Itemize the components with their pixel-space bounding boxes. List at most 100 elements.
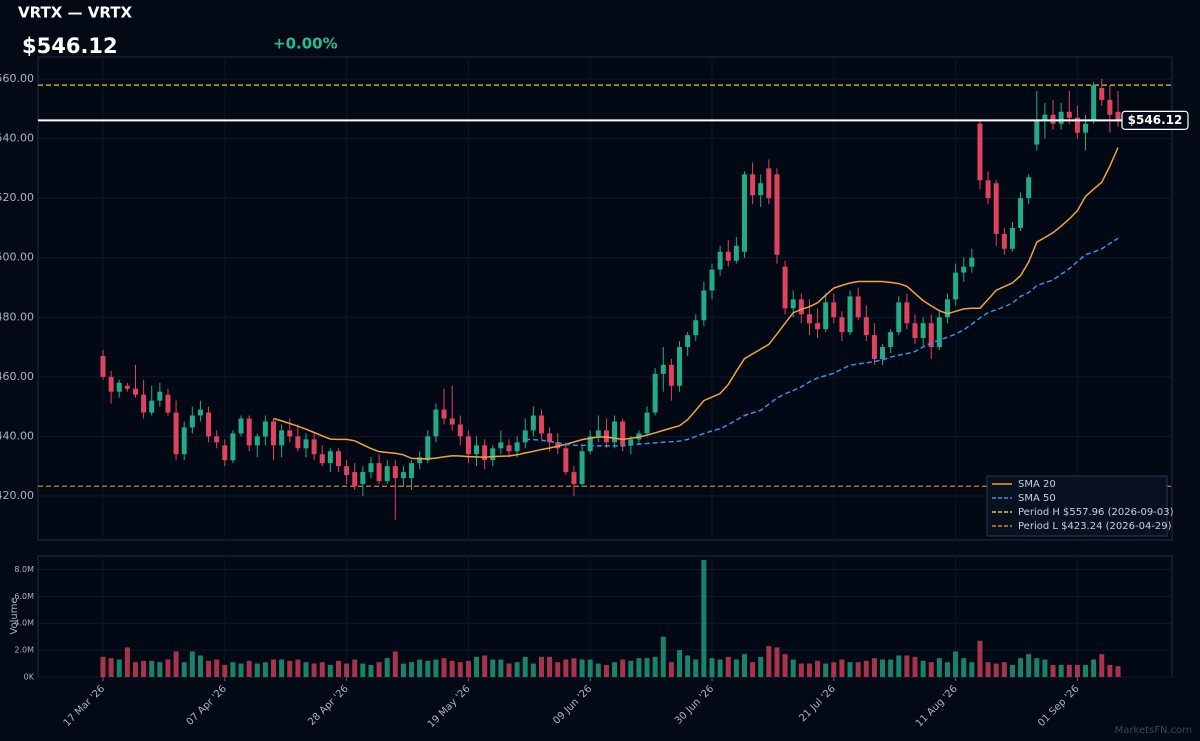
volume-bar	[912, 656, 918, 677]
volume-bar	[360, 663, 366, 677]
change: +0.00%	[273, 35, 338, 53]
y-tick-label: 560.00	[0, 72, 34, 85]
candle-body	[197, 409, 203, 416]
volume-bar	[701, 560, 707, 677]
volume-bar	[530, 663, 536, 677]
volume-bar	[1083, 664, 1089, 677]
last-price-label: $546.12	[1128, 113, 1183, 127]
volume-bar	[871, 658, 877, 677]
volume-bar	[1050, 664, 1056, 677]
candle-body	[782, 266, 788, 309]
volume-bar	[709, 658, 715, 677]
volume-bar	[563, 659, 569, 677]
volume-bar	[790, 659, 796, 677]
volume-bar	[246, 660, 252, 677]
candle-body	[530, 415, 536, 431]
candle-body	[327, 451, 333, 464]
volume-bar	[928, 662, 934, 677]
candle-body	[660, 364, 666, 374]
candle-body	[798, 299, 804, 315]
candle-body	[1018, 198, 1024, 228]
price: $546.12	[22, 34, 118, 58]
volume-bar	[287, 660, 293, 677]
volume-bar	[571, 658, 577, 677]
volume-bar	[668, 662, 674, 677]
volume-bar	[677, 650, 683, 677]
volume-bar	[1099, 654, 1105, 677]
volume-bar	[538, 656, 544, 677]
candle-body	[1034, 120, 1040, 145]
candle-body	[482, 445, 488, 461]
volume-bar	[100, 656, 106, 677]
volume-bar	[685, 655, 691, 677]
volume-bar	[953, 651, 959, 677]
volume-bar	[758, 656, 764, 677]
volume-axis-label: Volume	[9, 597, 20, 634]
candle-body	[790, 299, 796, 309]
legend: SMA 20 SMA 50 Period H $557.96 (2026-09-03…	[986, 475, 1174, 537]
volume-bar	[238, 663, 244, 677]
volume-bar	[165, 659, 171, 677]
candle-body	[579, 451, 585, 485]
candle-body	[124, 385, 130, 389]
volume-bar	[961, 658, 967, 677]
candle-body	[741, 174, 747, 252]
candle-body	[279, 430, 285, 446]
volume-bar	[368, 664, 374, 677]
candle-body	[677, 347, 683, 386]
volume-bar	[417, 659, 423, 677]
volume-bar	[977, 640, 983, 677]
candle-body	[953, 272, 959, 300]
volume-bar	[449, 660, 455, 677]
candle-body	[1066, 111, 1072, 118]
volume-bar	[774, 647, 780, 677]
y-tick-label: 460.00	[0, 370, 34, 383]
volume-bar	[262, 662, 268, 677]
candle-body	[944, 299, 950, 318]
volume-bar	[863, 660, 869, 677]
candle-body	[766, 168, 772, 199]
volume-bar	[733, 659, 739, 677]
candle-body	[993, 183, 999, 234]
volume-bar	[392, 651, 398, 677]
volume-bar	[1115, 666, 1121, 677]
candle-body	[368, 463, 374, 473]
volume-bar	[636, 658, 642, 677]
candle-body	[157, 391, 163, 401]
volume-bar	[806, 663, 812, 677]
candle-body	[506, 445, 512, 452]
candle-body	[701, 290, 707, 321]
volume-bar	[766, 646, 772, 677]
candle-body	[206, 412, 212, 437]
volume-bar	[498, 659, 504, 677]
volume-bar	[457, 662, 463, 677]
volume-tick-label: 0K	[24, 673, 35, 682]
volume-bar	[376, 662, 382, 677]
x-tick-label: 09 Jun '26	[551, 683, 594, 726]
volume-bar	[157, 662, 163, 677]
candle-body	[880, 347, 886, 359]
candle-body	[1099, 87, 1105, 100]
watermark: MarketsFN.com	[1115, 725, 1192, 736]
candle-body	[433, 409, 439, 437]
candle-body	[141, 394, 147, 413]
candle-body	[733, 245, 739, 261]
volume-bar	[1074, 664, 1080, 677]
volume-bar	[352, 659, 358, 677]
grid	[38, 57, 1172, 678]
volume-bar	[132, 662, 138, 677]
volume-bar	[425, 660, 431, 677]
candle-body	[1115, 111, 1121, 121]
candle-body	[652, 373, 658, 413]
candle-body	[855, 296, 861, 318]
y-tick-label: 540.00	[0, 132, 34, 145]
candle-body	[815, 323, 821, 330]
volume-bar	[920, 660, 926, 677]
volume-bar	[547, 656, 553, 677]
volume-bar	[522, 656, 528, 677]
candle-body	[384, 466, 390, 482]
candle-body	[132, 388, 138, 395]
candle-body	[303, 439, 309, 449]
volume-bar	[896, 655, 902, 677]
candle-body	[271, 421, 277, 446]
